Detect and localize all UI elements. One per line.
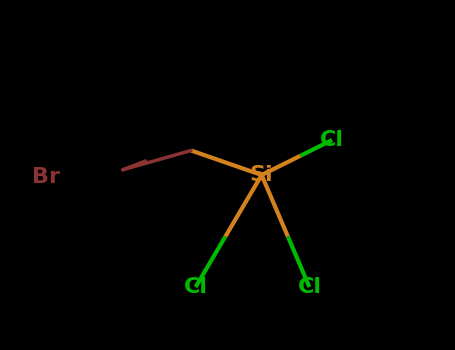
Text: Cl: Cl <box>320 130 344 150</box>
Text: Si: Si <box>250 165 273 185</box>
Text: Cl: Cl <box>184 277 207 297</box>
Text: Cl: Cl <box>298 277 321 297</box>
Text: Br: Br <box>31 167 60 187</box>
